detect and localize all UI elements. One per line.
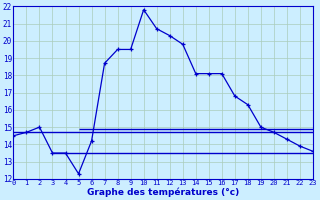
X-axis label: Graphe des températures (°c): Graphe des températures (°c) bbox=[87, 188, 239, 197]
